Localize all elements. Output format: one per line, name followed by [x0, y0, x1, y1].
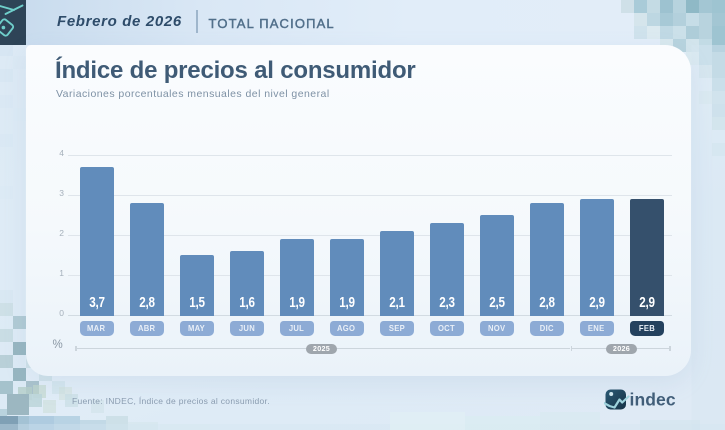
svg-text:indec: indec — [630, 390, 676, 410]
